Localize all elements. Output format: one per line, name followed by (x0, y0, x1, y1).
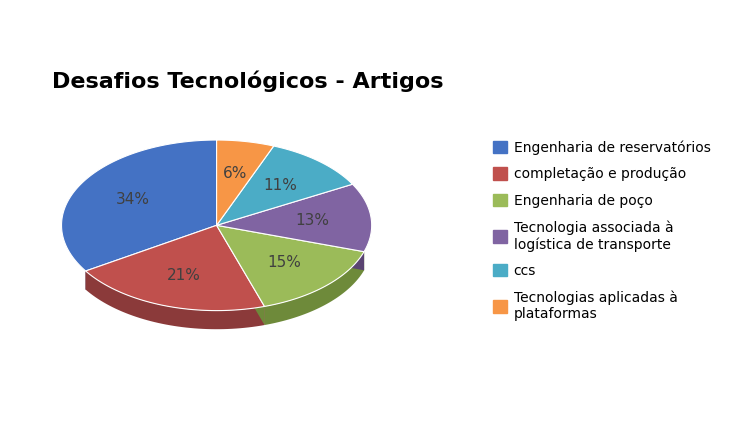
Polygon shape (86, 225, 216, 290)
Polygon shape (216, 225, 364, 307)
Polygon shape (86, 271, 265, 329)
Polygon shape (216, 225, 364, 270)
Title: Desafios Tecnológicos - Artigos: Desafios Tecnológicos - Artigos (52, 71, 444, 92)
Polygon shape (216, 225, 364, 270)
Polygon shape (216, 225, 265, 325)
Polygon shape (265, 252, 364, 325)
Text: 6%: 6% (222, 166, 247, 181)
Polygon shape (216, 184, 371, 252)
Text: 11%: 11% (263, 178, 297, 193)
Polygon shape (216, 140, 273, 225)
Text: 21%: 21% (167, 268, 201, 283)
Text: 15%: 15% (268, 255, 301, 270)
Polygon shape (86, 225, 265, 311)
Text: 13%: 13% (295, 213, 330, 228)
Polygon shape (216, 146, 352, 225)
Polygon shape (86, 225, 216, 290)
Polygon shape (61, 140, 216, 271)
Legend: Engenharia de reservatórios, completação e produção, Engenharia de poço, Tecnolo: Engenharia de reservatórios, completação… (487, 135, 716, 327)
Text: 34%: 34% (115, 192, 149, 207)
Polygon shape (216, 225, 265, 325)
